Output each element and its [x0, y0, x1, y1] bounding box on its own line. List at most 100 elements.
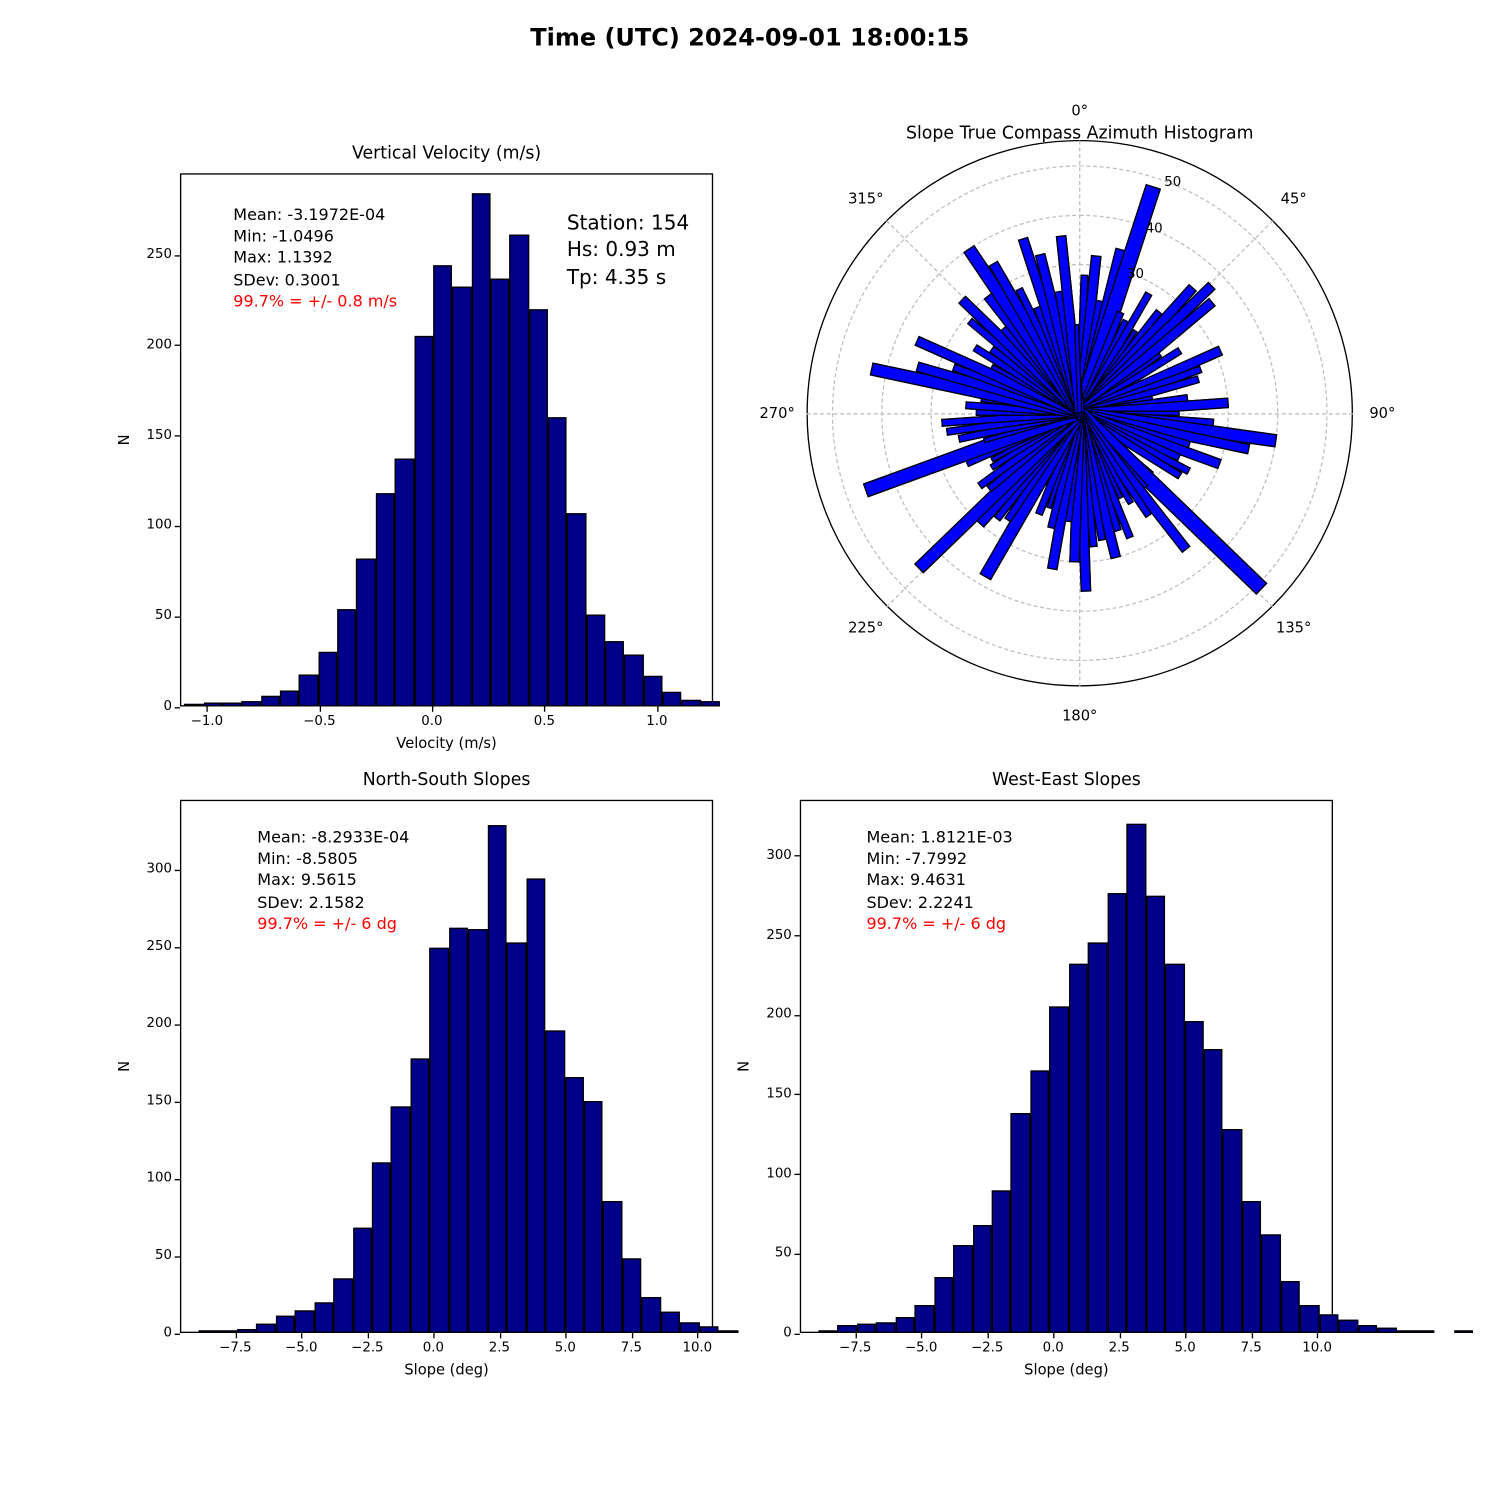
x-tick: 0.5	[534, 706, 555, 729]
y-tick: 0	[783, 1326, 799, 1341]
stat-note: 99.7% = +/- 6 dg	[257, 913, 409, 935]
y-tick: 100	[147, 1171, 180, 1186]
panel-title: West-East Slopes	[800, 770, 1333, 790]
y-tick: 250	[147, 247, 180, 262]
stat-min: Min: -1.0496	[233, 226, 397, 248]
histogram-bar	[1377, 1328, 1396, 1333]
stats-text: Mean: 1.8121E-03 Min: -7.7992 Max: 9.463…	[866, 826, 1012, 934]
histogram-bar	[333, 1279, 352, 1333]
polar-angle-label: 135°	[1276, 619, 1311, 636]
histogram-bar	[529, 309, 548, 707]
histogram-bar	[449, 928, 468, 1333]
x-tick: −2.5	[351, 1333, 383, 1356]
y-tick: 50	[155, 1248, 180, 1263]
histogram-bar	[1396, 1330, 1415, 1333]
histogram-bar	[584, 1101, 603, 1333]
stats-text: Mean: -3.1972E-04 Min: -1.0496 Max: 1.13…	[233, 204, 397, 312]
histogram-bar	[1011, 1113, 1030, 1333]
histogram-bar	[1030, 1070, 1049, 1333]
x-tick: 7.5	[1241, 1333, 1262, 1356]
x-tick: 0.0	[421, 706, 442, 729]
histogram-bar	[1281, 1280, 1300, 1333]
histogram-bar	[1242, 1201, 1261, 1333]
histogram-bar	[391, 1106, 410, 1333]
histogram-bar	[953, 1245, 972, 1333]
stat-note: 99.7% = +/- 0.8 m/s	[233, 290, 397, 312]
info-hs: Hs: 0.93 m	[567, 236, 689, 263]
histogram-bar	[1454, 1330, 1473, 1333]
polar-radius-label: 50	[1164, 176, 1181, 191]
x-tick: 5.0	[1175, 1333, 1196, 1356]
panel-ns-slopes: North-South Slopes N Slope (deg) Mean: -…	[180, 800, 713, 1333]
x-tick: 10.0	[1302, 1333, 1332, 1356]
polar-angle-label: 45°	[1281, 191, 1307, 208]
histogram-bar	[1204, 1050, 1223, 1333]
y-tick: 50	[155, 609, 180, 624]
histogram-bar	[242, 701, 261, 706]
stats-text: Mean: -8.2933E-04 Min: -8.5805 Max: 9.56…	[257, 826, 409, 934]
panel-we-slopes: West-East Slopes N Slope (deg) Mean: 1.8…	[800, 800, 1333, 1333]
x-tick: 0.0	[423, 1333, 444, 1356]
stat-sdev: SDev: 2.1582	[257, 891, 409, 913]
histogram-bar	[433, 265, 452, 706]
histogram-bar	[526, 879, 545, 1333]
y-tick: 200	[147, 1017, 180, 1032]
polar-radius-label: 30	[1127, 268, 1144, 283]
histogram-bar	[1261, 1234, 1280, 1333]
polar-angle-label: 180°	[1062, 707, 1097, 724]
histogram-bar	[895, 1317, 914, 1333]
x-tick: −1.0	[191, 706, 223, 729]
histogram-bar	[934, 1277, 953, 1333]
x-tick: 0.0	[1043, 1333, 1064, 1356]
stat-mean: Mean: -3.1972E-04	[233, 204, 397, 226]
x-tick: −5.0	[285, 1333, 317, 1356]
panel-title: North-South Slopes	[180, 770, 713, 790]
histogram-bar	[1339, 1320, 1358, 1333]
histogram-bar	[357, 558, 376, 706]
histogram-bar	[275, 1316, 294, 1333]
histogram-bar	[510, 235, 529, 707]
stat-min: Min: -7.7992	[866, 848, 1012, 870]
x-axis-label: Velocity (m/s)	[180, 734, 713, 751]
polar-angle-label: 315°	[848, 191, 883, 208]
histogram-bar	[876, 1322, 895, 1333]
histogram-bar	[1300, 1304, 1319, 1333]
histogram-bar	[430, 948, 449, 1333]
panel-vertical-velocity: Vertical Velocity (m/s) N Velocity (m/s)…	[180, 173, 713, 706]
polar-angle-label: 270°	[759, 405, 794, 422]
histogram-bar	[376, 493, 395, 706]
histogram-bar	[719, 1330, 738, 1333]
x-tick: −7.5	[219, 1333, 251, 1356]
polar-angle-label: 0°	[1071, 102, 1088, 119]
x-tick: −0.5	[303, 706, 335, 729]
histogram-bar	[857, 1323, 876, 1333]
x-tick: 1.0	[646, 706, 667, 729]
y-tick: 0	[163, 699, 179, 714]
histogram-bar	[1069, 964, 1088, 1333]
histogram-bar	[548, 417, 567, 706]
y-tick: 150	[766, 1087, 799, 1102]
histogram-bar	[586, 614, 605, 706]
histogram-bar	[603, 1202, 622, 1333]
panel-polar-azimuth: Slope True Compass Azimuth Histogram 0°4…	[806, 140, 1353, 687]
stat-mean: Mean: 1.8121E-03	[866, 826, 1012, 848]
histogram-bar	[545, 1030, 564, 1333]
histogram-bar	[410, 1058, 429, 1333]
histogram-bar	[395, 459, 414, 707]
histogram-bar	[1107, 894, 1126, 1333]
stat-max: Max: 9.4631	[866, 870, 1012, 892]
y-tick: 250	[147, 939, 180, 954]
y-tick: 200	[147, 338, 180, 353]
figure-suptitle: Time (UTC) 2024-09-01 18:00:15	[0, 24, 1500, 52]
y-axis-label: N	[115, 434, 132, 445]
histogram-bar	[468, 930, 487, 1333]
histogram-bar	[643, 676, 662, 707]
histogram-bar	[838, 1325, 857, 1333]
histogram-bar	[642, 1297, 661, 1333]
histogram-bar	[198, 1330, 217, 1333]
histogram-bar	[972, 1225, 991, 1333]
stat-mean: Mean: -8.2933E-04	[257, 826, 409, 848]
stat-max: Max: 1.1392	[233, 247, 397, 269]
y-tick: 0	[163, 1326, 179, 1341]
x-axis-label: Slope (deg)	[180, 1361, 713, 1378]
